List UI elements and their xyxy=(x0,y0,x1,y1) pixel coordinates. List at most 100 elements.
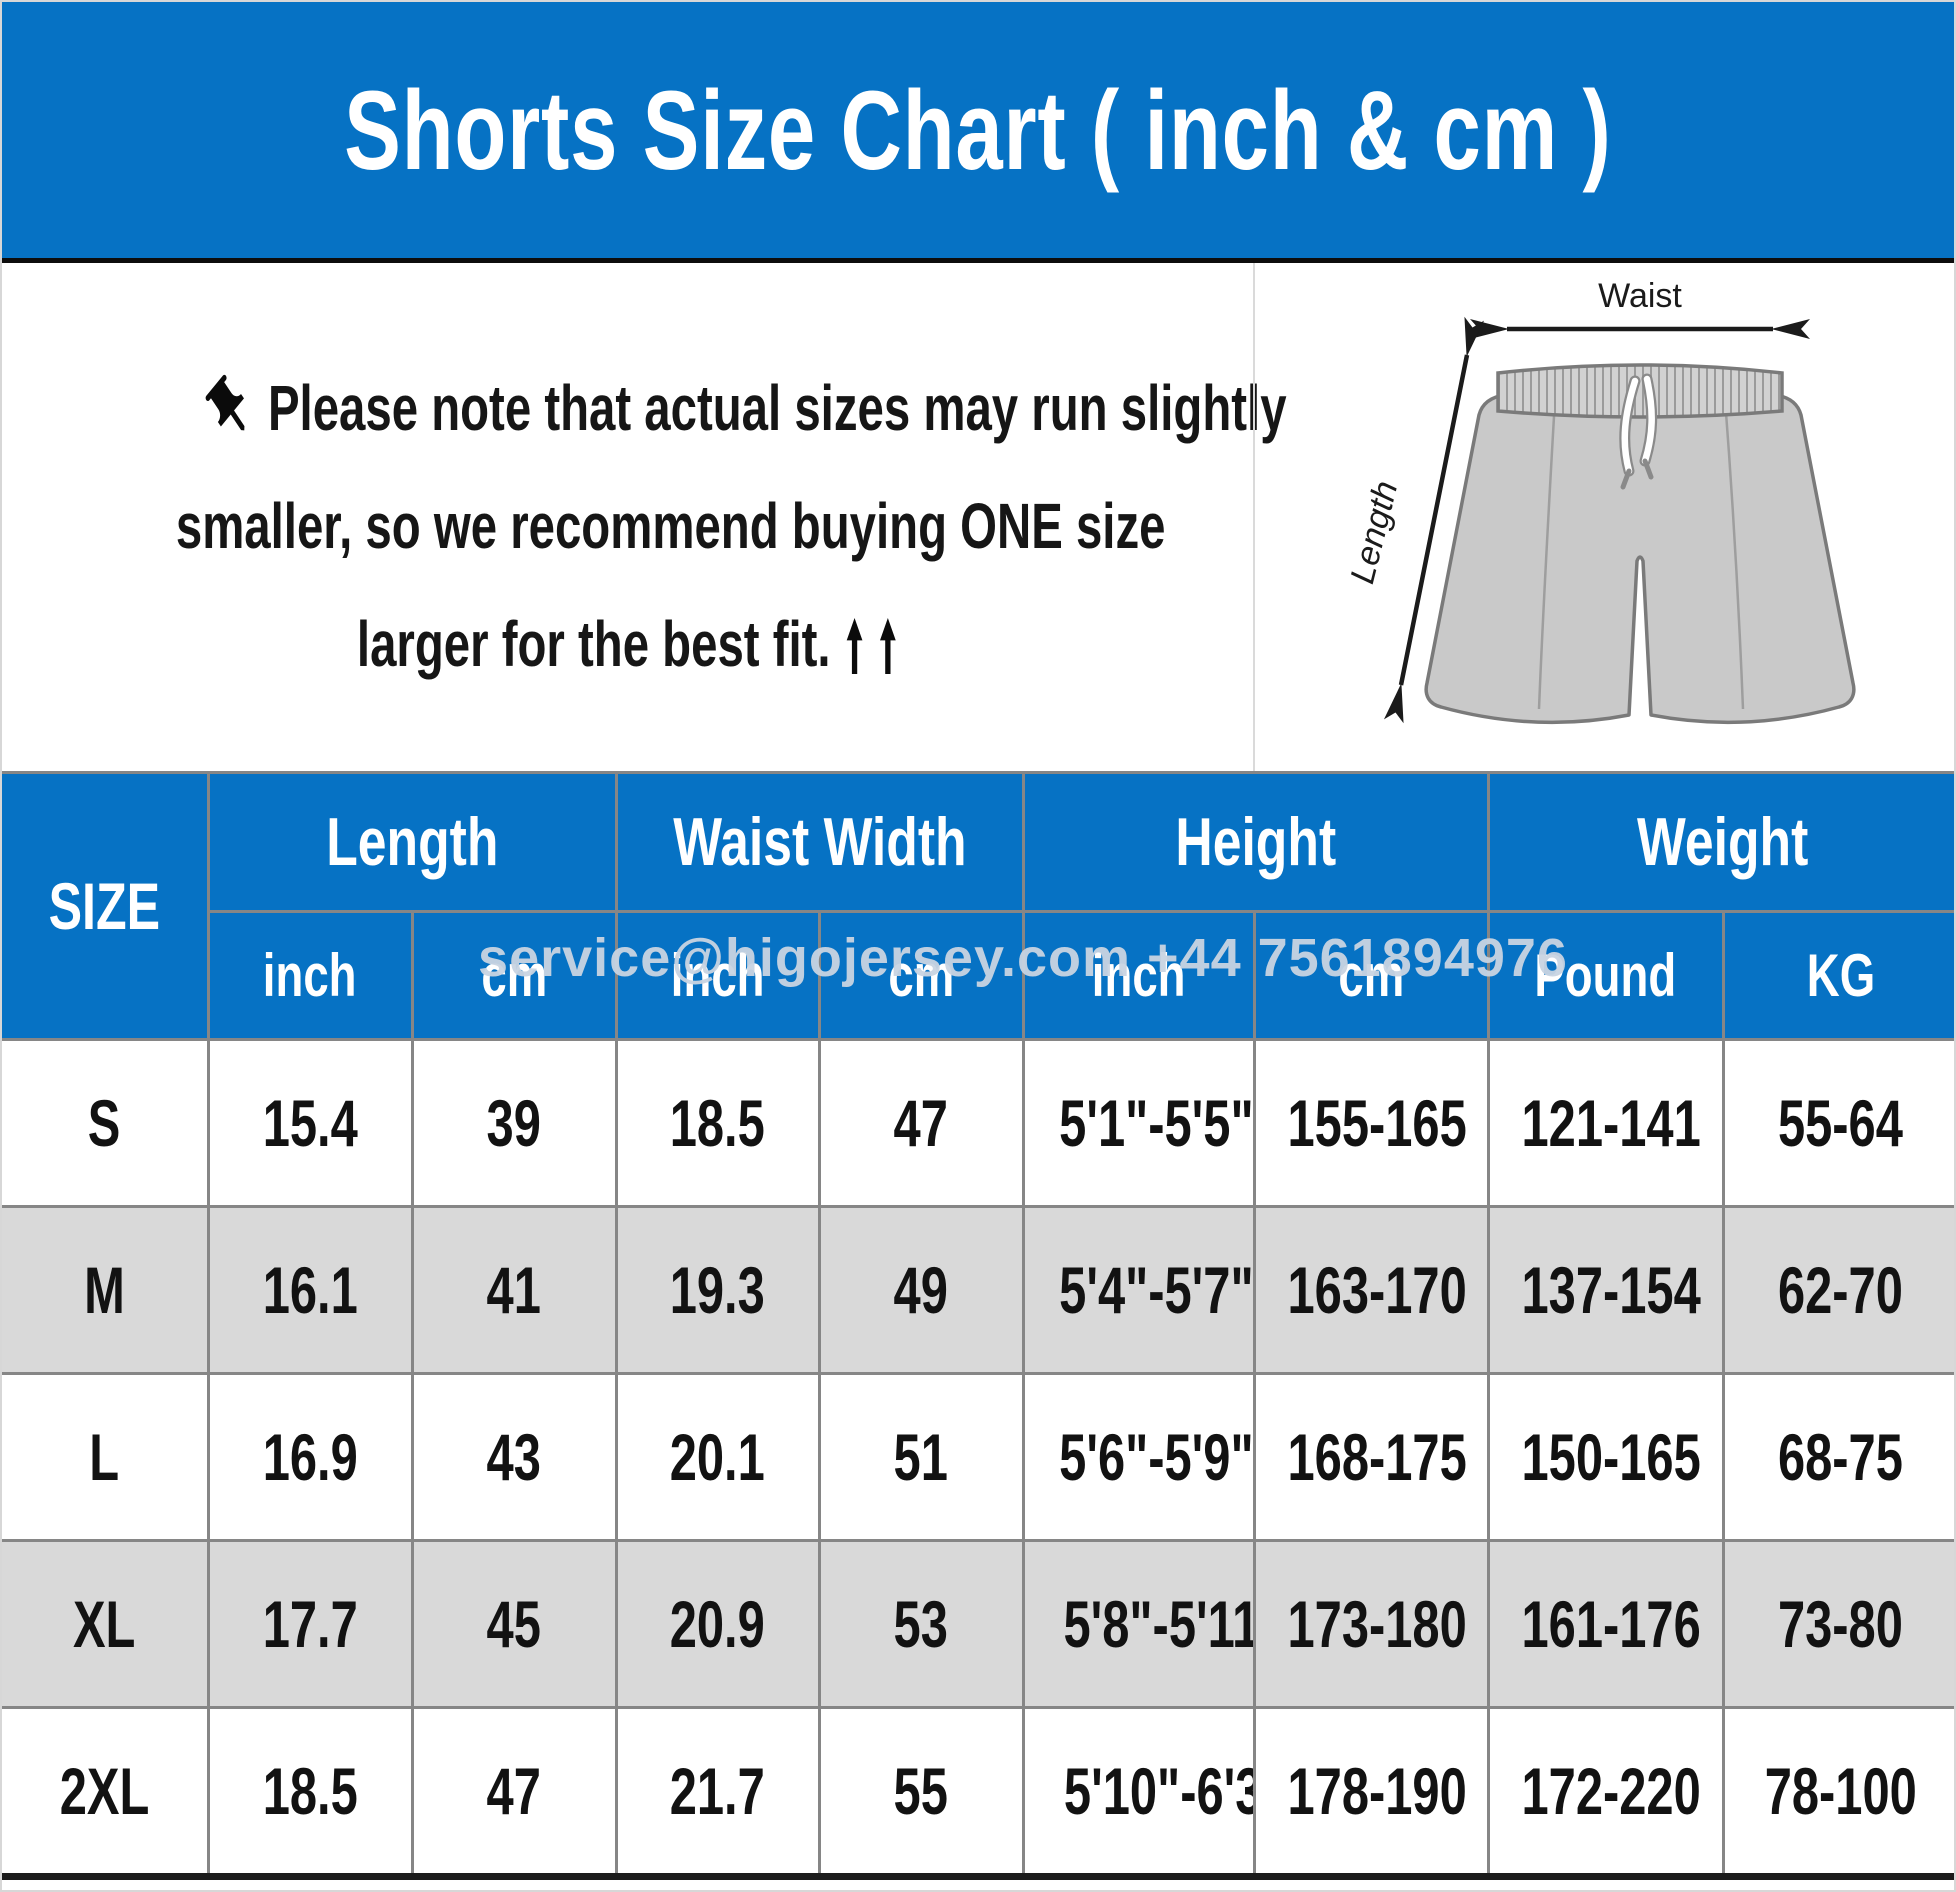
subheader-length-cm: cm xyxy=(410,910,618,1041)
data-cell: 53 xyxy=(817,1539,1025,1709)
cell-label: 53 xyxy=(893,1587,949,1661)
shorts-diagram-panel: Waist xyxy=(1253,263,1954,771)
cell-label: 137-154 xyxy=(1521,1253,1701,1327)
data-cell: 137-154 xyxy=(1486,1205,1725,1375)
size-cell: L xyxy=(2,1372,210,1542)
cell-label: Height xyxy=(1175,804,1336,880)
cell-label: 43 xyxy=(486,1420,542,1494)
data-cell: 163-170 xyxy=(1252,1205,1490,1375)
cell-label: 155-165 xyxy=(1287,1086,1467,1160)
data-cell: 5'10"-6'3" xyxy=(1021,1706,1256,1880)
size-cell: M xyxy=(2,1205,210,1375)
cell-label: SIZE xyxy=(48,869,160,943)
up-arrow-icon xyxy=(880,618,897,674)
data-cell: 121-141 xyxy=(1486,1038,1725,1208)
data-cell: 18.5 xyxy=(206,1706,414,1880)
cell-label: 55 xyxy=(893,1754,949,1828)
length-label: Length xyxy=(1343,477,1405,587)
page-title-text: Shorts Size Chart ( inch & cm ) xyxy=(344,67,1612,193)
data-cell: 41 xyxy=(410,1205,618,1375)
cell-label: cm xyxy=(888,942,954,1009)
subheader-length-inch: inch xyxy=(208,910,414,1041)
data-cell: 15.4 xyxy=(206,1038,414,1208)
data-cell: 155-165 xyxy=(1252,1038,1490,1208)
cell-label: 5'8"-5'11" xyxy=(1062,1587,1251,1661)
size-column-header: SIZE xyxy=(2,771,210,1041)
cell-label: 5'6"-5'9" xyxy=(1058,1420,1254,1494)
note-text-3: larger for the best fit. xyxy=(357,608,832,680)
shorts-diagram: Waist xyxy=(1343,277,1856,725)
cell-label: Waist Width xyxy=(672,804,967,880)
cell-label: 51 xyxy=(893,1420,949,1494)
data-cell: 161-176 xyxy=(1486,1539,1725,1709)
size-cell: 2XL xyxy=(2,1706,210,1880)
data-cell: 73-80 xyxy=(1721,1539,1954,1709)
cell-label: inch xyxy=(263,942,357,1009)
cell-label: 45 xyxy=(486,1587,542,1661)
cell-label: 150-165 xyxy=(1521,1420,1701,1494)
note-line: larger for the best fit. xyxy=(2,585,1253,703)
up-arrow-icon xyxy=(847,618,863,674)
header-banner: Shorts Size Chart ( inch & cm ) xyxy=(2,2,1954,263)
cell-label: inch xyxy=(1091,942,1186,1009)
cell-label: Pound xyxy=(1534,942,1677,1009)
cell-label: M xyxy=(83,1253,125,1327)
cell-label: Length xyxy=(325,804,499,880)
data-cell: 5'8"-5'11" xyxy=(1021,1539,1256,1709)
group-header-height: Height xyxy=(1021,771,1490,913)
subheader-waist-cm: cm xyxy=(817,910,1025,1041)
cell-label: 121-141 xyxy=(1521,1086,1701,1160)
group-header-weight: Weight xyxy=(1486,771,1954,913)
data-cell: 20.9 xyxy=(614,1539,821,1709)
data-cell: 17.7 xyxy=(206,1539,414,1709)
size-cell: XL xyxy=(2,1539,210,1709)
cell-label: 161-176 xyxy=(1521,1587,1701,1661)
cell-label: 173-180 xyxy=(1287,1587,1467,1661)
table-row-s: S 15.4 39 18.5 47 5'1"-5'5" 155-165 121-… xyxy=(2,1038,1954,1208)
cell-label: 5'4"-5'7" xyxy=(1058,1253,1254,1327)
group-header-waist-width: Waist Width xyxy=(614,771,1025,913)
data-cell: 62-70 xyxy=(1721,1205,1954,1375)
group-header-length: Length xyxy=(206,771,618,913)
subheader-height-inch: inch xyxy=(1021,910,1256,1041)
data-cell: 16.9 xyxy=(206,1372,414,1542)
cell-label: 55-64 xyxy=(1778,1086,1903,1160)
waist-label: Waist xyxy=(1598,277,1682,315)
note-panel: Please note that actual sizes may run sl… xyxy=(2,263,1287,771)
cell-label: 15.4 xyxy=(262,1086,358,1160)
data-cell: 178-190 xyxy=(1252,1706,1490,1880)
cell-label: 21.7 xyxy=(669,1754,766,1828)
cell-label: 168-175 xyxy=(1287,1420,1467,1494)
data-cell: 18.5 xyxy=(614,1038,821,1208)
data-cell: 173-180 xyxy=(1252,1539,1490,1709)
data-cell: 19.3 xyxy=(614,1205,821,1375)
note-text-2: smaller, so we recommend buying ONE size xyxy=(175,490,1166,562)
cell-label: 62-70 xyxy=(1778,1253,1903,1327)
data-cell: 168-175 xyxy=(1252,1372,1490,1542)
subheader-height-cm: cm xyxy=(1252,910,1490,1041)
cell-label: XL xyxy=(73,1587,136,1661)
data-cell: 150-165 xyxy=(1486,1372,1725,1542)
data-cell: 45 xyxy=(410,1539,618,1709)
cell-label: 17.7 xyxy=(262,1587,358,1661)
cell-label: 78-100 xyxy=(1764,1754,1917,1828)
data-cell: 43 xyxy=(410,1372,618,1542)
middle-section: Please note that actual sizes may run sl… xyxy=(2,263,1954,771)
size-cell: S xyxy=(2,1038,210,1208)
cell-label: 20.1 xyxy=(669,1420,766,1494)
data-cell: 78-100 xyxy=(1721,1706,1954,1880)
cell-label: 16.9 xyxy=(262,1420,358,1494)
page-title: Shorts Size Chart ( inch & cm ) xyxy=(144,66,1812,195)
cell-label: 18.5 xyxy=(669,1086,766,1160)
data-cell: 5'4"-5'7" xyxy=(1021,1205,1256,1375)
cell-label: S xyxy=(87,1086,121,1160)
cell-label: 41 xyxy=(486,1253,542,1327)
data-cell: 68-75 xyxy=(1721,1372,1954,1542)
data-cell: 5'6"-5'9" xyxy=(1021,1372,1256,1542)
table-section: service@higojersey.com +44 7561894976 SI… xyxy=(2,771,1954,1880)
data-cell: 51 xyxy=(817,1372,1025,1542)
note-line: Please note that actual sizes may run sl… xyxy=(2,349,1287,467)
cell-label: 18.5 xyxy=(262,1754,358,1828)
data-cell: 49 xyxy=(817,1205,1025,1375)
